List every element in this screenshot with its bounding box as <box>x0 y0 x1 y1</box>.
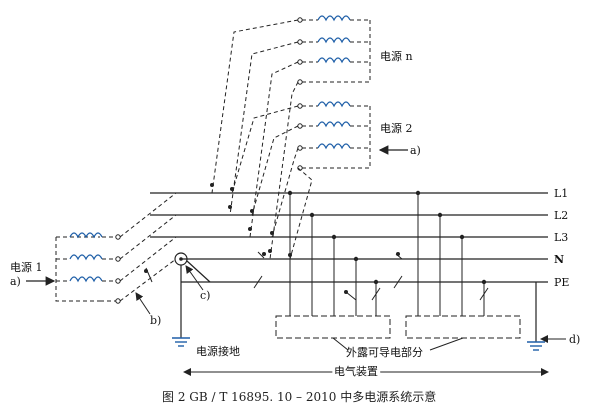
source-2-coil-3 <box>317 143 351 150</box>
source-n-switch-3 <box>248 227 252 231</box>
source-2-link-3 <box>271 147 299 238</box>
source-n-switch-1 <box>210 183 214 187</box>
source-2-terminal-2 <box>297 123 303 129</box>
label-c: c) <box>200 289 210 302</box>
label-d: d) <box>569 333 580 346</box>
load-box-2 <box>405 315 521 339</box>
source-n-switch-4 <box>268 249 272 253</box>
source-n-link-2 <box>229 41 299 216</box>
c-pointer <box>185 265 204 291</box>
source-n-coil-1 <box>317 15 351 22</box>
upper-sources-group <box>210 15 371 260</box>
b-pointer <box>135 292 151 315</box>
source-n-frame <box>318 20 371 83</box>
source-n-link-3 <box>249 61 299 238</box>
source-n-terminal-4 <box>297 79 303 85</box>
label-L3: L3 <box>554 231 568 244</box>
branch-circuits-group <box>253 190 489 316</box>
source-n-terminal-2 <box>297 39 303 45</box>
source-2-link-1 <box>231 105 299 194</box>
source-2-link-4 <box>289 167 313 260</box>
source-2-switch-3 <box>270 231 274 235</box>
label-source-1: 电源 1 <box>10 260 43 274</box>
label-PE: PE <box>554 276 569 289</box>
label-source-n: 电源 n <box>380 49 413 63</box>
source-1-coil-1 <box>69 232 103 239</box>
source-earthing-group <box>172 252 211 347</box>
source-2-terminal-3 <box>297 145 303 151</box>
source-2-coil-2 <box>317 121 351 128</box>
labels-group: 电源 n 电源 2 a) L1 L2 L3 N PE 电源 1 a) b) c)… <box>10 49 580 404</box>
source-1-coil-3 <box>69 276 103 283</box>
source-n-terminal-1 <box>297 17 303 23</box>
label-source-2: 电源 2 <box>380 121 413 135</box>
source-2-switch-2 <box>250 209 254 213</box>
source-2-frame <box>318 106 371 169</box>
source-2-coil-1 <box>317 101 351 108</box>
source-1-coil-2 <box>69 254 103 261</box>
label-a-left: a) <box>10 275 21 288</box>
load-box-1 <box>275 315 391 339</box>
source-n-coil-3 <box>317 57 351 64</box>
source-2-link-2 <box>251 125 299 216</box>
label-L1: L1 <box>554 187 568 200</box>
source-n-coil-2 <box>317 37 351 44</box>
source-n-link-4 <box>269 81 299 260</box>
source-n-switch-2 <box>228 205 232 209</box>
label-N: N <box>554 253 564 266</box>
source-2-terminal-1 <box>297 103 303 109</box>
earth-symbol-source <box>172 337 190 347</box>
figure-caption: 图 2 GB / T 16895. 10 – 2010 中多电源系统示意 <box>162 389 436 404</box>
source-n-terminal-3 <box>297 59 303 65</box>
label-exposed-parts: 外露可导电部分 <box>346 345 423 359</box>
source-2-switch-1 <box>230 187 234 191</box>
label-installation: 电气装置 <box>334 364 378 378</box>
label-grounding: 电源接地 <box>196 344 240 358</box>
label-a-right: a) <box>410 144 421 157</box>
source-n-link-1 <box>211 19 299 194</box>
label-b: b) <box>150 314 161 327</box>
source-1-group <box>55 192 177 315</box>
conductors-group <box>150 192 548 283</box>
source-1-frame <box>55 236 100 302</box>
exposed-parts-group <box>275 315 521 351</box>
label-L2: L2 <box>554 209 568 222</box>
installation-earth-group <box>527 282 566 351</box>
